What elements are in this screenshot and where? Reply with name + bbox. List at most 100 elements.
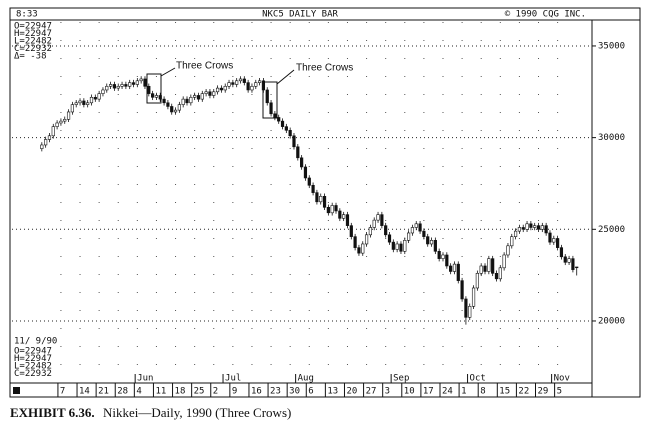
candle-body <box>231 82 235 85</box>
candle-body <box>517 227 522 232</box>
candle-body <box>544 225 548 234</box>
candle-body <box>204 91 208 94</box>
candle-body <box>154 95 159 98</box>
info-line: H=22947 <box>14 354 52 364</box>
candle-body <box>147 85 151 94</box>
candle-body <box>300 157 304 168</box>
candle-body <box>200 93 204 100</box>
x-tick-label: 18 <box>175 387 186 397</box>
candle-body <box>185 98 189 104</box>
info-line: L=22482 <box>14 362 52 372</box>
candle-body <box>74 102 78 105</box>
x-tick-label: 6 <box>308 387 313 397</box>
candle-body <box>338 210 342 219</box>
info-line: C=22932 <box>14 369 52 379</box>
y-tick-label: 30000 <box>598 133 625 143</box>
candle-body <box>330 205 334 214</box>
annotation-arrow <box>160 67 176 77</box>
candle-body <box>47 135 52 140</box>
caption: Nikkei—Daily, 1990 (Three Crows) <box>103 405 291 420</box>
candle-body <box>498 267 502 280</box>
candle-body <box>513 230 518 237</box>
candle-body <box>533 225 537 228</box>
candle-body <box>342 214 346 219</box>
candle-body <box>319 196 323 203</box>
month-label: Oct <box>470 374 486 384</box>
x-tick-label: 2 <box>213 387 218 397</box>
candle-body <box>395 243 399 250</box>
candle-body <box>475 273 479 289</box>
candle-body <box>219 87 223 91</box>
info-line: H=22947 <box>14 29 52 39</box>
candle-body <box>433 240 437 252</box>
candle-body <box>571 258 575 270</box>
candle-body <box>441 254 445 259</box>
candle-body <box>128 82 132 87</box>
candle-body <box>506 245 510 256</box>
candle-body <box>257 80 262 83</box>
candle-body <box>131 82 136 85</box>
candle-body <box>399 243 403 252</box>
x-tick-label: 10 <box>404 387 415 397</box>
candle-body <box>494 273 499 280</box>
candle-body <box>552 238 556 243</box>
candle-body <box>407 232 411 241</box>
chart-title: NKC5 DAILY BAR <box>262 10 338 20</box>
x-tick-label: 7 <box>60 387 65 397</box>
candle-body <box>242 78 246 83</box>
candle-body <box>193 95 197 98</box>
candle-body <box>387 234 392 243</box>
candle-body <box>280 120 285 127</box>
y-tick-label: 20000 <box>598 316 625 326</box>
candle-body <box>166 102 170 107</box>
candle-body <box>162 98 166 104</box>
y-tick-label: 25000 <box>598 225 625 235</box>
candle-body <box>364 234 369 245</box>
candle-body <box>215 87 220 93</box>
candle-body <box>326 207 330 214</box>
candle-body <box>361 243 365 254</box>
x-tick-label: 27 <box>366 387 377 397</box>
candle-body <box>322 196 327 208</box>
candle-body <box>410 227 415 234</box>
candle-body <box>158 95 162 100</box>
candle-body <box>426 236 430 245</box>
candle-body <box>170 106 174 113</box>
candle-body <box>196 95 201 100</box>
candle-body <box>502 254 506 269</box>
candle-body <box>208 91 212 96</box>
candle-body <box>63 118 67 122</box>
candle-body <box>384 225 388 236</box>
candle-body <box>273 113 277 118</box>
annotation-box <box>146 73 162 104</box>
candle-body <box>108 84 113 87</box>
candle-body <box>284 126 288 131</box>
x-tick-label: 9 <box>232 387 237 397</box>
candle-body <box>89 96 94 104</box>
candle-body <box>556 238 560 248</box>
candle-body <box>101 89 105 94</box>
x-tick-label: 22 <box>518 387 529 397</box>
candle-body <box>487 258 491 272</box>
candle-body <box>353 236 357 248</box>
x-tick-label: 25 <box>194 387 205 397</box>
candle-body <box>525 223 529 230</box>
annotation-arrow <box>276 69 295 85</box>
x-tick-label: 29 <box>538 387 549 397</box>
candle-body <box>124 84 128 87</box>
candle-body <box>349 225 353 237</box>
candle-body <box>235 80 239 85</box>
candle-body <box>112 84 117 89</box>
candle-body <box>540 225 544 230</box>
candle-body <box>563 256 567 263</box>
candle-body <box>345 214 350 226</box>
candle-body <box>116 85 120 89</box>
candle-body <box>567 258 571 263</box>
info-line: Δ= -38 <box>14 52 47 62</box>
x-tick-label: 21 <box>98 387 109 397</box>
candle-body <box>464 298 468 318</box>
candle-body <box>422 230 426 237</box>
candle-body <box>429 240 434 245</box>
candle-body <box>120 84 124 87</box>
